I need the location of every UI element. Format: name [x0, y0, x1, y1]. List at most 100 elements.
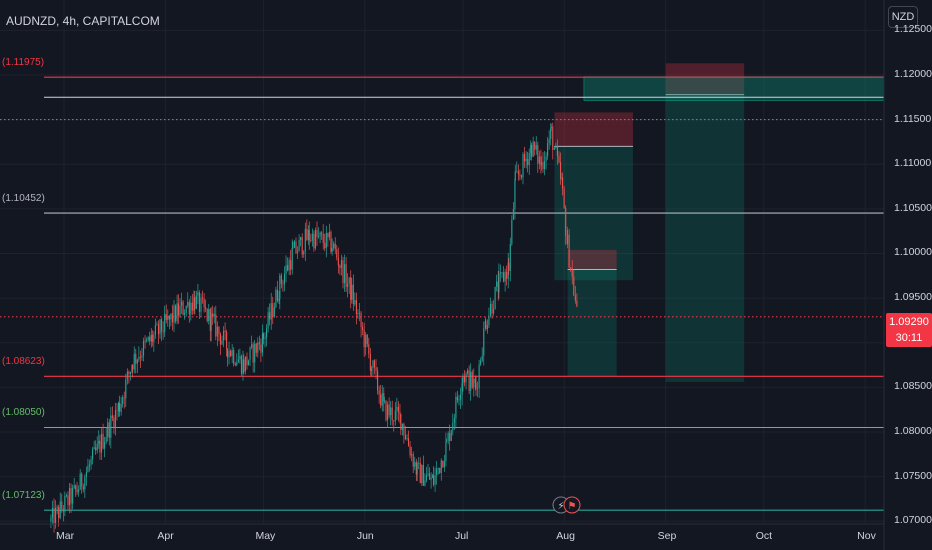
- candle-body: [142, 340, 145, 356]
- time-tick: Mar: [56, 530, 75, 542]
- candle-body: [463, 376, 466, 383]
- price-tick: 1.07500: [894, 469, 932, 482]
- candle-body: [474, 378, 476, 384]
- candle-body: [372, 360, 374, 369]
- candle-body: [242, 359, 244, 374]
- candle-body: [150, 334, 152, 342]
- candle-body: [310, 240, 312, 241]
- chart-title: AUDNZD, 4h, CAPITALCOM: [6, 14, 160, 28]
- candle-body: [525, 158, 527, 162]
- candle-body: [100, 433, 103, 453]
- candle-body: [550, 126, 552, 128]
- candle-body: [157, 324, 160, 335]
- candle-body: [437, 467, 439, 470]
- candle-body: [453, 418, 455, 423]
- candle-body: [247, 360, 250, 366]
- candle-body: [209, 309, 211, 331]
- candle-body: [369, 353, 371, 371]
- candle-body: [171, 313, 173, 323]
- price-tick: 1.10000: [894, 246, 932, 259]
- candle-body: [508, 262, 510, 271]
- candle-body: [499, 272, 502, 274]
- candle-body: [131, 365, 133, 372]
- candle-body: [198, 292, 200, 312]
- candle-body: [298, 239, 300, 252]
- candle-body: [255, 343, 257, 353]
- candle-body: [111, 415, 113, 418]
- candle-body: [75, 485, 77, 490]
- candle-body: [480, 360, 482, 365]
- candle-body: [297, 251, 299, 253]
- candle-body: [139, 356, 141, 358]
- candle-body: [133, 353, 135, 370]
- candle-body: [316, 229, 318, 238]
- candle-body: [331, 248, 333, 252]
- event-icons: ⚡ ⚑: [552, 496, 581, 514]
- candle-body: [76, 489, 78, 493]
- candle-body: [456, 396, 458, 401]
- candle-body: [165, 314, 167, 321]
- candle-body: [174, 305, 177, 322]
- candle-body: [55, 508, 57, 526]
- candle-body: [442, 460, 444, 468]
- candle-body: [532, 141, 534, 157]
- candle-body: [288, 260, 290, 271]
- candle-body: [562, 177, 564, 189]
- candle-body: [524, 154, 526, 162]
- candle-body: [64, 495, 66, 512]
- candle-body: [345, 264, 347, 288]
- candle-body: [535, 145, 537, 150]
- candle-body: [403, 423, 405, 435]
- candle-body: [300, 237, 302, 240]
- candle-body: [401, 423, 403, 430]
- candle-body: [497, 281, 499, 293]
- candles: [50, 122, 578, 533]
- candle-body: [303, 251, 305, 255]
- candle-body: [445, 441, 447, 462]
- candle-body: [558, 155, 560, 163]
- candle-body: [273, 307, 275, 317]
- candle-body: [151, 334, 153, 342]
- candle-body: [336, 249, 338, 258]
- candle-body: [350, 277, 352, 300]
- flag-icon: ⚑: [568, 501, 577, 512]
- candle-body: [383, 393, 385, 402]
- candle-body: [187, 301, 189, 307]
- candle-body: [92, 449, 94, 459]
- candle-body: [530, 145, 532, 153]
- candle-body: [249, 347, 251, 361]
- candle-body: [113, 417, 115, 429]
- candle-body: [543, 161, 546, 170]
- time-tick: Apr: [157, 530, 174, 542]
- candle-body: [321, 232, 323, 234]
- candle-body: [471, 371, 473, 388]
- candle-body: [311, 233, 313, 241]
- candle-body: [455, 396, 457, 419]
- candle-body: [452, 422, 454, 431]
- candle-body: [282, 283, 284, 285]
- candle-body: [260, 344, 262, 353]
- candle-body: [370, 368, 372, 371]
- take-profit-zone: [567, 269, 617, 377]
- candle-body: [197, 292, 199, 296]
- candle-body: [528, 152, 530, 166]
- candle-body: [122, 397, 124, 405]
- candle-body: [504, 271, 506, 282]
- candle-body: [378, 390, 380, 395]
- candle-body: [493, 309, 495, 314]
- candle-body: [337, 257, 339, 266]
- candle-body: [313, 233, 315, 249]
- candle-body: [385, 400, 387, 421]
- candle-body: [107, 422, 109, 438]
- candle-body: [470, 371, 472, 391]
- candle-body: [308, 230, 310, 241]
- candle-body: [59, 501, 61, 519]
- currency-button[interactable]: NZD: [888, 6, 918, 28]
- candle-body: [240, 355, 242, 374]
- candle-body: [534, 141, 536, 150]
- candle-body: [368, 344, 370, 354]
- candle-body: [357, 313, 359, 315]
- price-tick: 1.12000: [894, 67, 932, 80]
- candle-body: [540, 162, 542, 166]
